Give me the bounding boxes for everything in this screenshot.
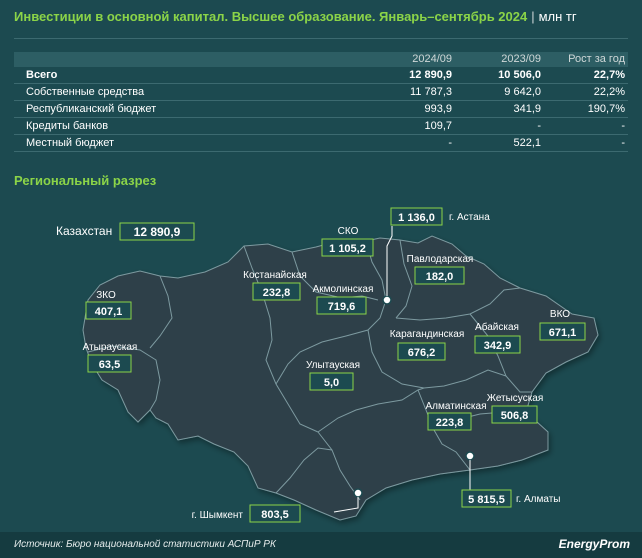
value-box: [397, 342, 446, 361]
region-name: г. Шымкент: [192, 510, 244, 521]
region-vko: ВКО 671,1: [539, 309, 586, 341]
region-name: Жетысуская: [487, 393, 544, 404]
value-box: [309, 372, 354, 391]
value-box: [87, 354, 132, 373]
region-atyrau: Атырауская 63,5: [83, 342, 138, 373]
investment-table: 2024/09 2023/09 Рост за год Всего 12 890,…: [14, 52, 628, 152]
col-2023: 2023/09: [501, 53, 541, 65]
region-value: 223,8: [436, 417, 464, 429]
region-shymkent: г. Шымкент 803,5: [192, 504, 301, 523]
region-name: г. Алматы: [516, 494, 560, 505]
region-value: 506,8: [501, 410, 529, 422]
col-2024: 2024/09: [412, 53, 452, 65]
value-box: [249, 504, 301, 523]
region-name: Атырауская: [83, 342, 138, 353]
source-note: Источник: Бюро национальной статистики А…: [14, 539, 276, 550]
region-name: Костанайская: [243, 270, 307, 281]
table-row: Собственные средства 11 787,3 9 642,0 22,2%: [14, 84, 628, 101]
brand-logo: EnergyProm: [558, 537, 630, 551]
region-zko: ЗКО 407,1: [85, 290, 132, 320]
table-row: Местный бюджет -522,1-: [14, 135, 628, 152]
region-pavlodar: Павлодарская 182,0: [407, 254, 474, 285]
table-row: Всего 12 890,9 10 506,0 22,7%: [14, 67, 628, 84]
region-value: 719,6: [328, 301, 356, 313]
region-abai: Абайская 342,9: [474, 321, 521, 354]
value-box: [427, 412, 472, 431]
region-value: 182,0: [426, 271, 454, 283]
value-box: [491, 405, 538, 424]
region-value: 671,1: [549, 327, 577, 339]
footer-bar: [0, 532, 642, 558]
region-almaty-city: 5 815,5 г. Алматы: [461, 489, 560, 508]
value-box: [474, 335, 521, 354]
leader-lines: [333, 226, 471, 513]
region-almaty-oblast: Алматинская 223,8: [426, 401, 487, 431]
region-ulytau: Улытауская 5,0: [306, 360, 360, 391]
value-box: [316, 296, 367, 315]
region-name: ЗКО: [96, 290, 116, 301]
region-zhetysu: Жетысуская 506,8: [487, 393, 544, 424]
table-row: Кредиты банков 109,7- -: [14, 118, 628, 135]
total-value: 12 890,9: [134, 225, 181, 239]
region-value: 676,2: [408, 347, 436, 359]
table-row: Республиканский бюджет 993,9 341,9 190,7%: [14, 101, 628, 118]
value-box: [390, 207, 443, 226]
region-value: 803,5: [261, 509, 289, 521]
value-box: [85, 301, 132, 320]
value-box: [321, 238, 374, 257]
region-sko: СКО 1 105,2: [321, 226, 374, 257]
unit-label: млн тг: [538, 9, 577, 24]
title-separator: |: [531, 9, 535, 24]
region-name: Карагандинская: [390, 329, 465, 340]
region-value: 232,8: [263, 287, 291, 299]
region-name: Абайская: [475, 321, 519, 333]
region-astana: 1 136,0 г. Астана: [390, 207, 490, 226]
section-title: Региональный разрез: [14, 173, 157, 188]
value-box: [414, 266, 465, 285]
region-akmola: Акмолинская 719,6: [313, 284, 374, 315]
region-name: СКО: [338, 226, 359, 237]
region-map: Казахстан 12 890,9 1 136,0 г. Астана СКО…: [56, 207, 599, 523]
header-divider: [14, 38, 628, 39]
value-box: [539, 322, 586, 341]
region-value: 342,9: [484, 340, 512, 352]
col-growth: Рост за год: [568, 53, 625, 65]
region-name: ВКО: [550, 309, 570, 320]
total-name: Казахстан: [56, 224, 112, 238]
value-box: [252, 282, 301, 301]
value-box: [461, 489, 512, 508]
shymkent-marker: [353, 488, 363, 498]
region-value: 5,0: [324, 377, 339, 389]
table-header-row: 2024/09 2023/09 Рост за год: [14, 52, 628, 67]
region-name: Улытауская: [306, 360, 360, 371]
astana-marker: [382, 295, 392, 305]
region-value: 407,1: [95, 306, 123, 318]
region-value: 5 815,5: [468, 494, 505, 506]
region-name: Павлодарская: [407, 254, 474, 265]
almaty-marker: [465, 451, 475, 461]
region-value: 1 136,0: [398, 212, 435, 224]
region-name: Акмолинская: [313, 284, 374, 295]
page-title: Инвестиции в основной капитал. Высшее об…: [14, 9, 577, 24]
region-kostanay: Костанайская 232,8: [243, 270, 307, 301]
region-value: 1 105,2: [329, 243, 366, 255]
region-name: Алматинская: [426, 401, 487, 412]
region-value: 63,5: [99, 359, 120, 371]
total-value-box: [119, 222, 195, 241]
region-name: г. Астана: [449, 212, 490, 223]
region-karaganda: Карагандинская 676,2: [390, 329, 465, 361]
total-label: Казахстан 12 890,9: [56, 222, 195, 241]
